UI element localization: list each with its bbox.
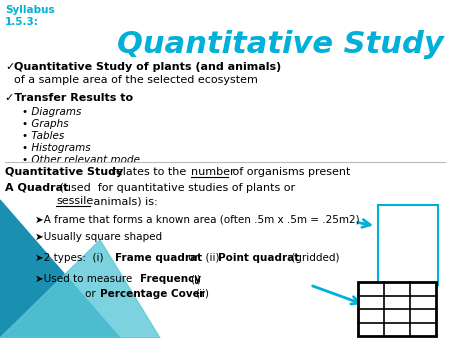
Text: Quantitative Study of plants (and animals): Quantitative Study of plants (and animal…: [14, 62, 281, 72]
Text: • Graphs: • Graphs: [22, 119, 68, 129]
Text: or: or: [85, 289, 99, 299]
Text: ➤A frame that forms a known area (often .5m x .5m = .25m2): ➤A frame that forms a known area (often …: [35, 215, 360, 225]
Text: Frame quadrat: Frame quadrat: [115, 253, 202, 263]
Text: ➤Usually square shaped: ➤Usually square shaped: [35, 232, 162, 242]
Text: Point quadrat: Point quadrat: [218, 253, 299, 263]
Polygon shape: [0, 200, 120, 338]
Text: • Histograms: • Histograms: [22, 143, 90, 153]
Text: relates to the: relates to the: [108, 167, 190, 177]
Text: Percentage Cover: Percentage Cover: [100, 289, 205, 299]
Text: Quantitative Study: Quantitative Study: [117, 30, 443, 59]
Text: of organisms present: of organisms present: [229, 167, 351, 177]
Text: • Other relevant mode: • Other relevant mode: [22, 155, 140, 165]
Bar: [378, 205, 438, 285]
Text: (ii): (ii): [195, 289, 209, 299]
Text: ✓: ✓: [5, 62, 14, 72]
Text: ➤2 types:  (i): ➤2 types: (i): [35, 253, 107, 263]
Text: (used  for quantitative studies of plants or: (used for quantitative studies of plants…: [56, 183, 299, 193]
Text: or  (ii): or (ii): [185, 253, 223, 263]
Text: • Diagrams: • Diagrams: [22, 107, 81, 117]
Text: sessile: sessile: [56, 196, 93, 206]
Text: of a sample area of the selected ecosystem: of a sample area of the selected ecosyst…: [14, 75, 258, 85]
Text: animals) is:: animals) is:: [90, 196, 158, 206]
Polygon shape: [0, 240, 160, 338]
Text: (gridded): (gridded): [288, 253, 339, 263]
Text: (i): (i): [190, 274, 201, 284]
Text: • Tables: • Tables: [22, 131, 64, 141]
Text: number: number: [191, 167, 234, 177]
Text: ➤Used to measure: ➤Used to measure: [35, 274, 135, 284]
Text: A Quadrat: A Quadrat: [5, 183, 68, 193]
Text: Quantitative Study: Quantitative Study: [5, 167, 123, 177]
Text: ✓Transfer Results to: ✓Transfer Results to: [5, 93, 133, 103]
Bar: [358, 282, 436, 336]
Text: Frequency: Frequency: [140, 274, 201, 284]
Text: Syllabus
1.5.3:: Syllabus 1.5.3:: [5, 5, 54, 27]
